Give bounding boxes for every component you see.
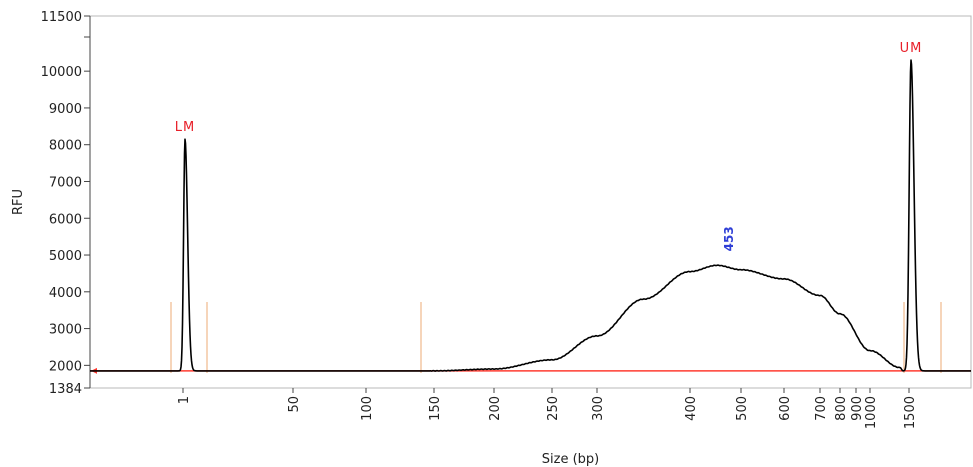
lower-marker-label: LM <box>175 120 195 135</box>
x-tick-label: 250 <box>546 396 561 421</box>
x-tick-label: 500 <box>735 396 750 421</box>
x-tick-label: 50 <box>287 396 302 413</box>
x-tick-label: 200 <box>488 396 503 421</box>
plot-frame <box>89 15 972 389</box>
y-tick-label: 6000 <box>49 212 82 227</box>
y-tick-label: 4000 <box>49 286 82 301</box>
upper-marker-label: UM <box>900 41 923 56</box>
x-tick-label: 700 <box>814 396 829 421</box>
y-tick-label: 8000 <box>49 139 82 154</box>
rfu-trace-line <box>89 59 972 372</box>
x-tick-label: 100 <box>360 396 375 421</box>
y-tick-label: 1384 <box>49 382 82 397</box>
y-tick-label: 2000 <box>49 359 82 374</box>
x-axis-label: Size (bp) <box>542 452 599 467</box>
x-tick-label: 400 <box>684 396 699 421</box>
y-tick-label: 11500 <box>41 10 82 25</box>
y-tick-label: 5000 <box>49 249 82 264</box>
x-tick-label: 900 <box>850 396 865 421</box>
x-tick-label: 600 <box>778 396 793 421</box>
x-tick-label: 1 <box>177 396 192 404</box>
x-tick-label: 800 <box>834 396 849 421</box>
x-tick-label: 1000 <box>864 396 879 429</box>
y-tick-label: 3000 <box>49 323 82 338</box>
y-axis-label: RFU <box>11 189 26 215</box>
y-tick-label: 9000 <box>49 102 82 117</box>
x-tick-label: 1500 <box>903 396 918 429</box>
y-tick-label: 7000 <box>49 175 82 190</box>
x-tick-label: 300 <box>591 396 606 421</box>
peak-size-label: 453 <box>722 226 736 251</box>
x-tick-label: 150 <box>428 396 443 421</box>
y-tick-label: 10000 <box>41 65 82 80</box>
